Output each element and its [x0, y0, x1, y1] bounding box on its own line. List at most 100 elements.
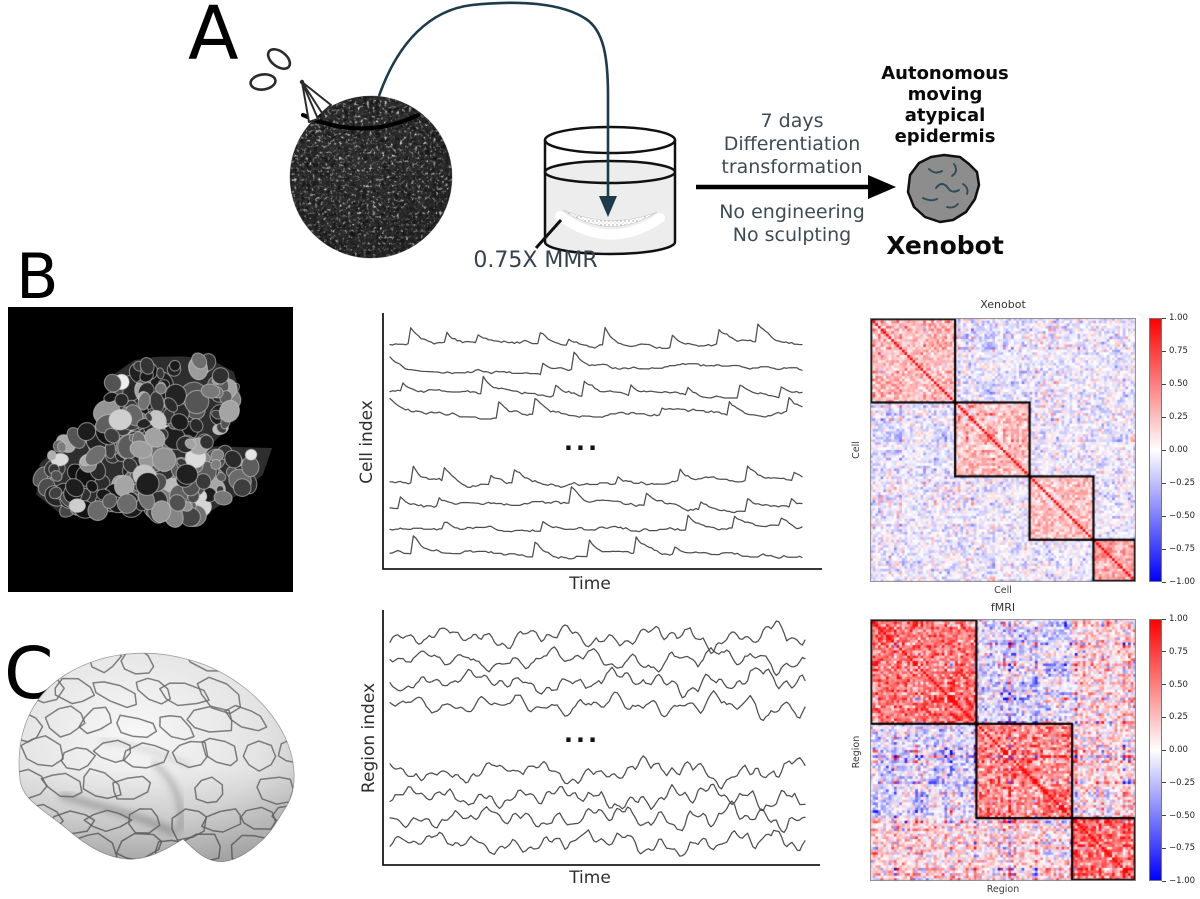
brain-shading [19, 653, 295, 862]
colorbar-tick [1162, 581, 1166, 583]
colorbar-tick [1162, 383, 1166, 385]
colorbar-tick-label: 0.75 [1169, 646, 1188, 657]
brain-parcel [19, 653, 44, 668]
result-heading: Autonomous moving atypical epidermis [881, 63, 1009, 148]
colorbar-tick [1162, 317, 1166, 319]
colorbar-tick-label: 0.00 [1169, 745, 1188, 755]
signal-trace [389, 829, 806, 857]
process-duration-text: 7 days Differentiation transformation [721, 110, 863, 179]
colorbar-tick-label: 0.00 [1169, 445, 1188, 455]
colorbar-tick [1162, 684, 1166, 685]
colorbar-tick [1162, 515, 1166, 517]
process-constraints-text: No engineering No sculpting [719, 201, 865, 247]
brain-parcel [259, 653, 295, 669]
colorbar-tick-label: 0.50 [1169, 679, 1188, 690]
colorbar-tick-label: −1.00 [1169, 577, 1196, 587]
label-pointer-line [534, 219, 563, 249]
colorbar-tick-label: −1.00 [1169, 876, 1196, 886]
colorbar-tick-label: 0.50 [1169, 379, 1188, 389]
signal-trace [389, 620, 806, 655]
colorbar-tick-label: 0.25 [1169, 712, 1188, 723]
xenobot-heatmap-ylabel: Cell [851, 441, 862, 459]
colorbar-tick [1162, 651, 1166, 653]
colorbar-tick [1162, 880, 1166, 882]
colorbar-tick-label: 1.00 [1169, 313, 1188, 323]
signal-trace [389, 323, 803, 350]
colorbar-tick [1162, 548, 1166, 550]
colorbar-tick [1162, 618, 1166, 620]
signal-trace [389, 486, 803, 514]
cell-plot-ellipsis: ... [563, 428, 601, 456]
signal-trace [389, 351, 803, 376]
xenobot-heatmap-xlabel: Cell [994, 585, 1012, 596]
colorbar-tick [1162, 350, 1166, 352]
signal-trace [389, 535, 803, 560]
panel-b-label: B [16, 240, 59, 313]
fmri-colorbar [1149, 619, 1162, 881]
brain-parcel [219, 653, 267, 675]
embryo-illustration [289, 95, 453, 259]
panel-a-label: A [188, 0, 239, 77]
colorbar-tick-label: 1.00 [1169, 614, 1188, 624]
colorbar-tick-label: −0.50 [1169, 511, 1196, 521]
plot-axes [382, 610, 820, 866]
region-plot-xlabel: Time [569, 868, 611, 888]
xenobot-correlation-heatmap [870, 318, 1136, 582]
colorbar-tick-label: −0.75 [1169, 544, 1196, 554]
plot-axes [382, 313, 822, 570]
colorbar-tick-label: 0.25 [1169, 412, 1188, 422]
fmri-heatmap-xlabel: Region [986, 884, 1020, 895]
cell-plot-ylabel: Cell index [357, 400, 377, 484]
colorbar-tick [1162, 716, 1166, 718]
fmri-colorbar-ticks: 1.00 0.75 0.50 0.25 0.00 −0.25 −0.50 −0.75 −1.00 [1162, 614, 1200, 886]
colorbar-tick [1162, 416, 1166, 418]
signal-trace [389, 755, 806, 790]
region-activity-plot [382, 610, 820, 866]
colorbar-tick-label: −0.25 [1169, 777, 1196, 788]
brain-parcel [44, 653, 85, 669]
signal-trace [389, 783, 806, 812]
signal-trace [389, 465, 803, 489]
tissue-explant [562, 209, 658, 227]
region-plot-ylabel: Region index [359, 682, 379, 794]
xenobot-colorbar [1149, 318, 1162, 582]
signal-trace [389, 666, 806, 699]
process-arrow [696, 175, 896, 199]
signal-trace [389, 690, 806, 722]
colorbar-tick-label: −0.50 [1169, 810, 1196, 821]
colorbar-tick [1162, 749, 1166, 751]
brain-parcel [19, 843, 42, 862]
scissors-icon [249, 47, 332, 123]
signal-trace [389, 514, 803, 533]
colorbar-tick-label: −0.75 [1169, 843, 1196, 854]
signal-trace [389, 800, 806, 834]
xenobot-microscopy-image [8, 307, 293, 592]
signal-trace [389, 396, 803, 420]
colorbar-tick [1162, 482, 1166, 484]
signal-trace [389, 375, 803, 399]
colorbar-tick [1162, 815, 1166, 816]
xenobot-heatmap-title: Xenobot [980, 298, 1026, 311]
colorbar-tick-label: 0.75 [1169, 346, 1188, 356]
cell-plot-xlabel: Time [569, 574, 611, 594]
transfer-arrow [377, 1, 617, 217]
water-surface [543, 159, 677, 185]
colorbar-tick [1162, 782, 1166, 784]
colorbar-tick [1162, 847, 1166, 849]
panel-a-diagram [249, 1, 981, 259]
xenobot-illustration [906, 153, 981, 224]
cell-activity-plot [382, 313, 822, 570]
dish-illustration [534, 125, 677, 256]
brain-surface-image [18, 652, 295, 862]
xenobot-colorbar-ticks: 1.00 0.75 0.50 0.25 0.00 −0.25 −0.50 −0.75 −1.00 [1162, 313, 1200, 587]
brain-parcel [259, 840, 293, 862]
signal-trace [389, 646, 806, 677]
microscopy-cells [32, 352, 273, 528]
region-plot-ellipsis: ... [563, 720, 601, 748]
colorbar-tick-label: −0.25 [1169, 478, 1196, 488]
fmri-heatmap-ylabel: Region [851, 735, 862, 769]
result-name: Xenobot [886, 231, 1004, 260]
colorbar-tick [1162, 449, 1166, 451]
dish-label: 0.75X MMR [473, 248, 598, 273]
